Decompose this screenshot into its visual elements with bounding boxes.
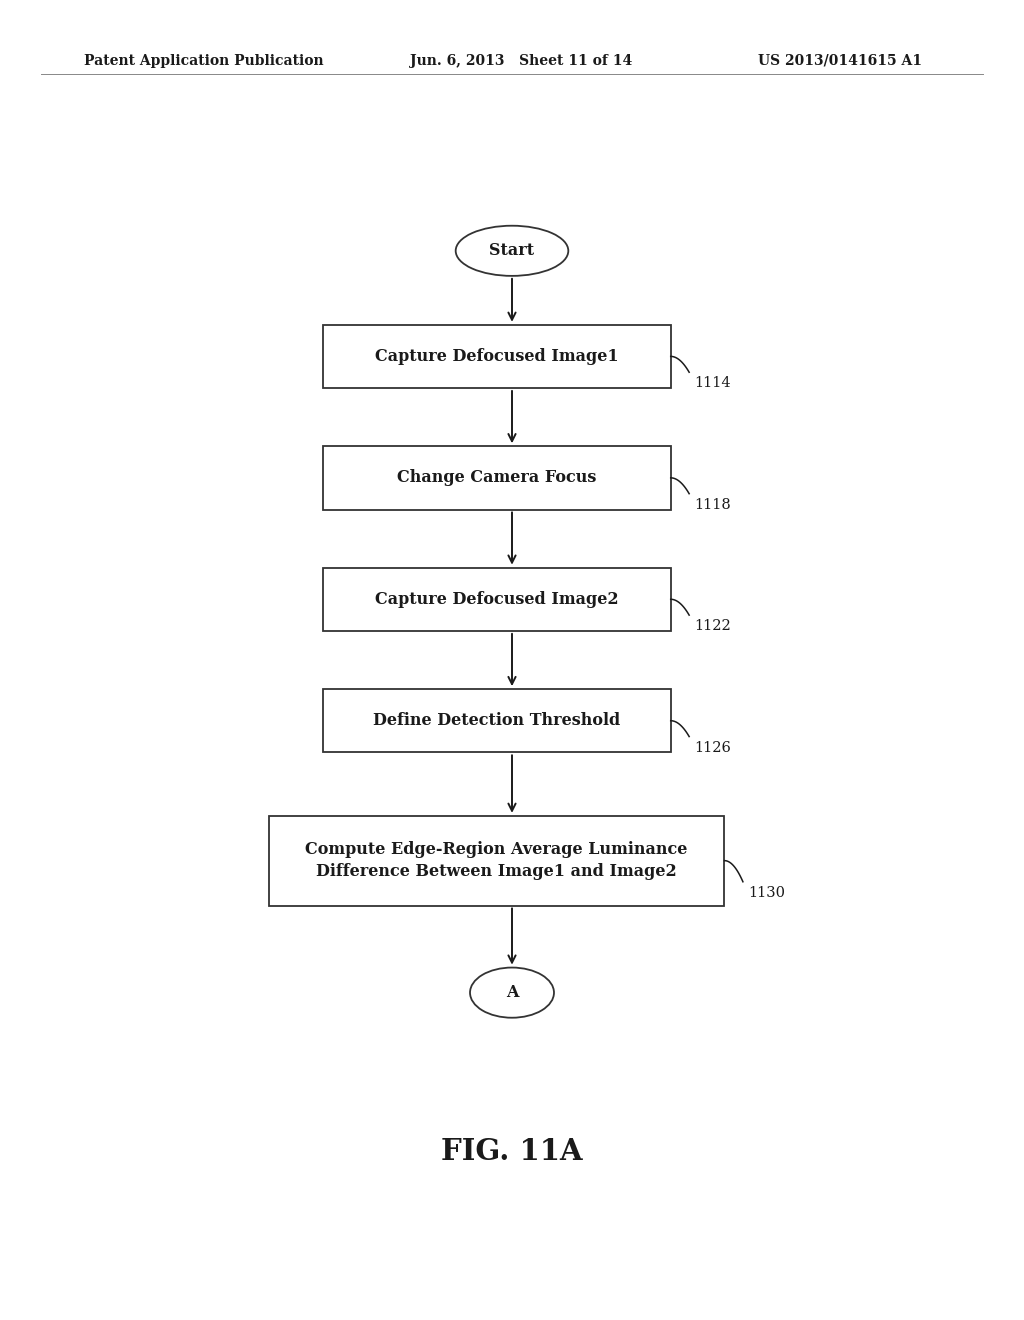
Bar bbox=[323, 689, 671, 752]
Text: Capture Defocused Image2: Capture Defocused Image2 bbox=[375, 591, 618, 607]
Text: Define Detection Threshold: Define Detection Threshold bbox=[373, 713, 621, 729]
Text: Start: Start bbox=[489, 243, 535, 259]
Text: 1118: 1118 bbox=[694, 498, 731, 512]
Text: US 2013/0141615 A1: US 2013/0141615 A1 bbox=[758, 54, 922, 67]
Bar bbox=[323, 325, 671, 388]
Text: A: A bbox=[506, 985, 518, 1001]
Bar bbox=[268, 816, 725, 906]
Text: 1126: 1126 bbox=[694, 741, 731, 755]
Text: Patent Application Publication: Patent Application Publication bbox=[84, 54, 324, 67]
Text: 1114: 1114 bbox=[694, 376, 731, 391]
Text: 1130: 1130 bbox=[748, 886, 785, 900]
Text: Capture Defocused Image1: Capture Defocused Image1 bbox=[375, 348, 618, 364]
Text: Change Camera Focus: Change Camera Focus bbox=[397, 470, 596, 486]
Text: Compute Edge-Region Average Luminance
Difference Between Image1 and Image2: Compute Edge-Region Average Luminance Di… bbox=[305, 841, 688, 880]
Bar bbox=[323, 446, 671, 510]
Text: Jun. 6, 2013   Sheet 11 of 14: Jun. 6, 2013 Sheet 11 of 14 bbox=[410, 54, 632, 67]
Bar bbox=[323, 568, 671, 631]
Text: 1122: 1122 bbox=[694, 619, 731, 634]
Text: FIG. 11A: FIG. 11A bbox=[441, 1137, 583, 1166]
